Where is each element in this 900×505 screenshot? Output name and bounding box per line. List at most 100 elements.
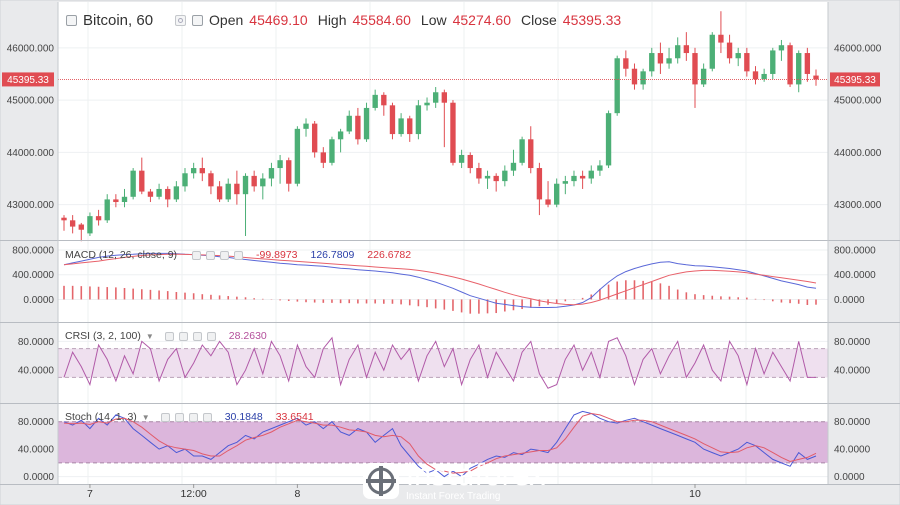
y-tick-label-right: 45000.000 — [834, 96, 882, 107]
candle-body — [744, 53, 750, 72]
candle-body — [182, 173, 188, 187]
candle-body — [441, 92, 448, 103]
close-icon[interactable] — [234, 250, 244, 260]
candle-body — [260, 178, 266, 187]
candle-body — [614, 58, 620, 114]
remove-icon[interactable] — [192, 331, 202, 341]
open-label: Open — [209, 12, 244, 28]
candle-body — [225, 183, 231, 200]
chevron-down-icon[interactable]: ▼ — [145, 331, 154, 341]
remove-icon[interactable] — [188, 412, 198, 422]
eye-icon[interactable] — [160, 412, 170, 422]
candle-body — [787, 45, 793, 85]
settings-icon[interactable] — [174, 412, 184, 422]
remove-icon[interactable] — [220, 250, 230, 260]
candle-body — [778, 45, 785, 51]
stoch-d-line — [63, 412, 817, 474]
candle-body — [234, 183, 240, 195]
candle-body — [199, 168, 205, 174]
last-price-label: 45395.33 — [834, 75, 876, 86]
candle-body — [432, 92, 439, 103]
crsi-line — [63, 336, 816, 389]
eye-icon[interactable] — [192, 250, 202, 260]
close-icon[interactable] — [206, 331, 216, 341]
candle-body — [562, 181, 569, 184]
logo-name: instaforex — [406, 457, 546, 492]
macd-value-2: 126.7809 — [310, 249, 355, 261]
stoch-k-line — [63, 410, 817, 478]
candle-body — [692, 53, 698, 85]
candle-body — [173, 186, 180, 200]
y-tick-label-left: 800.0000 — [12, 245, 54, 256]
macd-value-3: 226.6782 — [367, 249, 412, 261]
candle-body — [700, 68, 707, 85]
instaforex-logo: instaforex Instant Forex Trading — [362, 457, 546, 503]
close-icon[interactable] — [202, 412, 212, 422]
candle-body — [493, 175, 499, 182]
chevron-down-icon[interactable]: ▼ — [141, 412, 150, 422]
low-label: Low — [420, 12, 447, 28]
candle-body — [623, 58, 629, 69]
candle-body — [519, 139, 525, 163]
candle-body — [130, 170, 136, 197]
last-price-tag — [2, 72, 54, 87]
stoch-header: Stoch (14, 1, 3) ▼ 30.1848 33.6541 — [65, 411, 314, 423]
candle-body — [268, 168, 275, 179]
candle-body — [139, 170, 145, 192]
x-tick-label: 12:00 — [181, 488, 207, 500]
candle-body — [450, 102, 456, 163]
collapse-icon[interactable] — [66, 14, 77, 26]
candle-body — [726, 42, 733, 59]
y-tick-label-left: 43000.000 — [7, 200, 55, 211]
y-tick-label-left: 46000.000 — [7, 43, 55, 54]
y-tick-label-right: 80.0000 — [834, 337, 871, 348]
low-value: 45274.60 — [452, 12, 511, 28]
candle-body — [735, 53, 741, 59]
y-tick-label-left: 0.0000 — [23, 295, 54, 306]
candle-body — [631, 68, 638, 85]
settings-icon[interactable] — [178, 331, 188, 341]
candle-body — [796, 53, 802, 85]
y-tick-label-left: 80.0000 — [18, 337, 55, 348]
y-tick-label-right: 400.0000 — [834, 270, 876, 281]
y-tick-label-left: 45000.000 — [7, 96, 55, 107]
candle-body — [121, 196, 128, 203]
candle-body — [165, 188, 171, 200]
crsi-title[interactable]: CRSI (3, 2, 100) — [65, 330, 141, 342]
x-tick-label: 7 — [87, 488, 93, 500]
candle-body — [752, 71, 759, 80]
last-price-tag — [830, 72, 880, 87]
candle-body — [476, 168, 482, 179]
candle-body — [675, 45, 681, 59]
candle-body — [329, 139, 335, 163]
price-header: Bitcoin, 60 Open 45469.10 High 45584.60 … — [66, 10, 621, 30]
stoch-title[interactable]: Stoch (14, 1, 3) — [65, 411, 137, 423]
candle-body — [337, 131, 344, 140]
candle-body — [657, 53, 664, 64]
eye-icon[interactable] — [164, 331, 174, 341]
y-tick-label-right: 0.0000 — [834, 472, 865, 483]
last-price-label: 45395.33 — [7, 75, 49, 86]
eye-icon[interactable] — [175, 14, 187, 26]
macd-title[interactable]: MACD (12, 26, close, 9) — [65, 249, 178, 261]
settings-icon[interactable] — [192, 14, 204, 26]
candle-body — [458, 154, 465, 163]
logo-tagline: Instant Forex Trading — [406, 490, 501, 502]
candle-body — [286, 160, 292, 184]
symbol-label[interactable]: Bitcoin, 60 — [83, 11, 154, 29]
y-tick-label-right: 80.0000 — [834, 417, 871, 428]
y-tick-label-right: 46000.000 — [834, 43, 882, 54]
candle-body — [571, 175, 577, 182]
candle-body — [216, 186, 223, 200]
candle-body — [407, 118, 413, 135]
high-label: High — [317, 12, 347, 28]
candle-body — [484, 175, 491, 179]
close-value: 45395.33 — [562, 12, 622, 28]
candle-body — [813, 75, 819, 80]
y-tick-label-left: 400.0000 — [12, 270, 54, 281]
settings-icon[interactable] — [206, 250, 216, 260]
stoch-k-value: 30.1848 — [224, 411, 263, 423]
candle-body — [87, 216, 93, 234]
candle-body — [277, 160, 283, 169]
candle-body — [649, 53, 655, 72]
